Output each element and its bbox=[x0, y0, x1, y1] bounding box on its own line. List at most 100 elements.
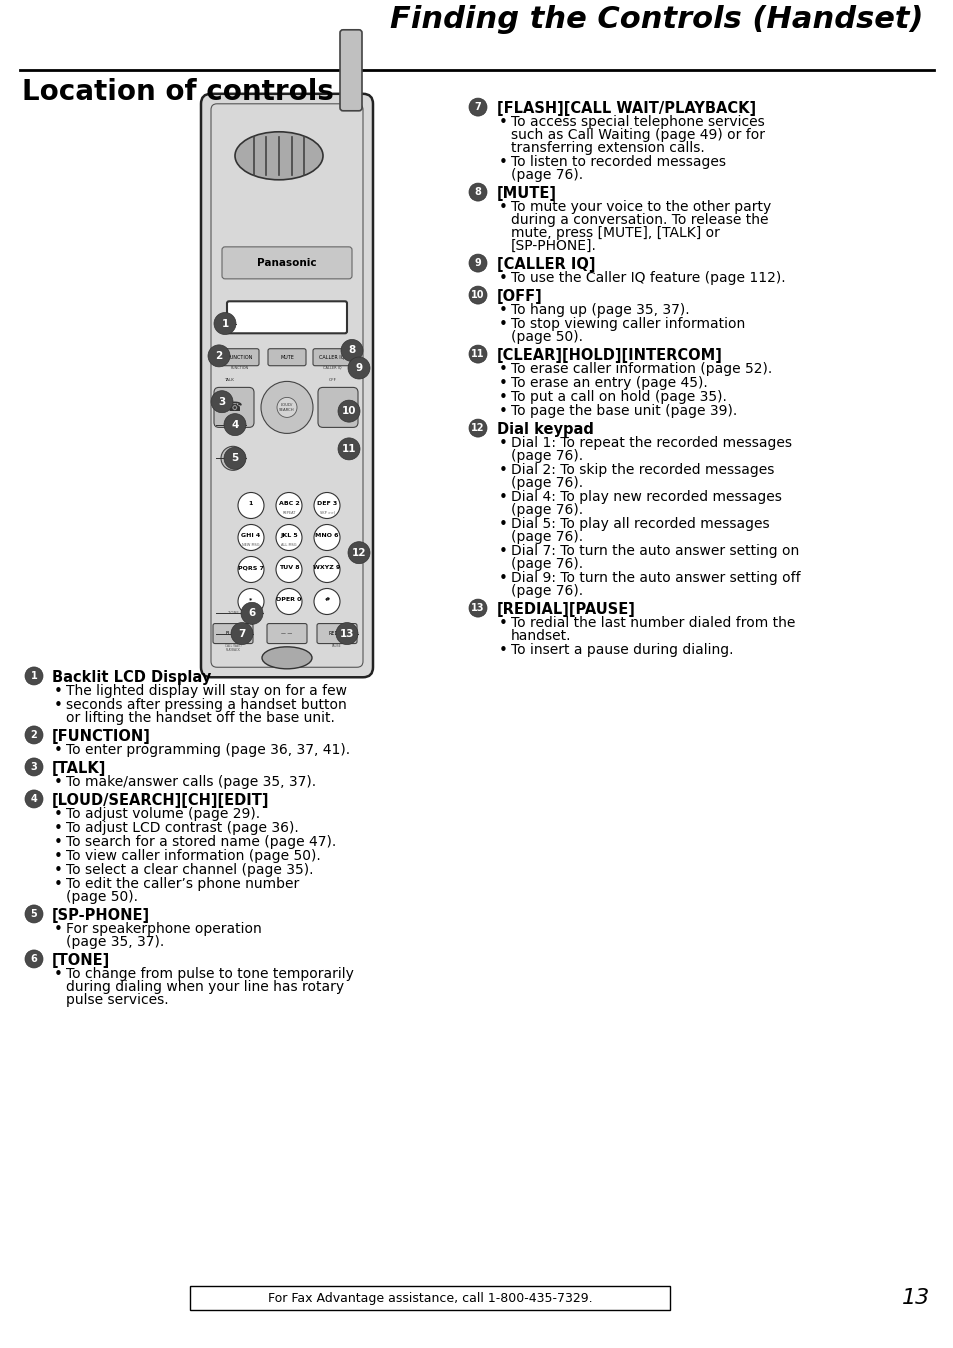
Text: (page 76).: (page 76). bbox=[511, 530, 582, 545]
Circle shape bbox=[275, 557, 302, 582]
Text: •: • bbox=[498, 464, 507, 479]
FancyBboxPatch shape bbox=[313, 349, 351, 365]
Text: To listen to recorded messages: To listen to recorded messages bbox=[511, 155, 725, 168]
Circle shape bbox=[237, 492, 264, 519]
Text: •: • bbox=[498, 437, 507, 452]
Text: To access special telephone services: To access special telephone services bbox=[511, 115, 764, 129]
Text: •: • bbox=[498, 363, 507, 377]
Text: •: • bbox=[498, 303, 507, 318]
Circle shape bbox=[340, 340, 363, 361]
Text: To use the Caller IQ feature (page 112).: To use the Caller IQ feature (page 112). bbox=[511, 271, 785, 284]
Text: Dial 1: To repeat the recorded messages: Dial 1: To repeat the recorded messages bbox=[511, 437, 791, 450]
Circle shape bbox=[237, 557, 264, 582]
Text: PQRS 7: PQRS 7 bbox=[238, 565, 264, 570]
Text: OPER 0: OPER 0 bbox=[276, 597, 301, 603]
Text: *: * bbox=[249, 597, 253, 603]
Text: (page 76).: (page 76). bbox=[511, 503, 582, 518]
Text: JKL 5: JKL 5 bbox=[280, 532, 297, 538]
Text: •: • bbox=[498, 390, 507, 406]
Text: 11: 11 bbox=[471, 349, 484, 359]
Text: To erase caller information (page 52).: To erase caller information (page 52). bbox=[511, 363, 771, 376]
Text: 9: 9 bbox=[475, 257, 481, 268]
Text: To page the base unit (page 39).: To page the base unit (page 39). bbox=[511, 404, 737, 418]
Text: (page 76).: (page 76). bbox=[511, 168, 582, 182]
Text: (page 76).: (page 76). bbox=[511, 557, 582, 572]
Text: To erase an entry (page 45).: To erase an entry (page 45). bbox=[511, 376, 707, 390]
Text: •: • bbox=[54, 834, 63, 851]
Text: Dial 2: To skip the recorded messages: Dial 2: To skip the recorded messages bbox=[511, 464, 774, 477]
Text: FUNCTION: FUNCTION bbox=[231, 365, 249, 369]
Text: To make/answer calls (page 35, 37).: To make/answer calls (page 35, 37). bbox=[66, 775, 315, 789]
Text: •: • bbox=[498, 317, 507, 332]
FancyBboxPatch shape bbox=[227, 302, 347, 333]
Text: (page 76).: (page 76). bbox=[511, 449, 582, 464]
Text: [CALLER IQ]: [CALLER IQ] bbox=[497, 257, 595, 272]
Ellipse shape bbox=[262, 647, 312, 669]
Circle shape bbox=[469, 599, 486, 617]
Text: Location of controls: Location of controls bbox=[22, 78, 334, 106]
Text: To adjust volume (page 29).: To adjust volume (page 29). bbox=[66, 807, 260, 821]
Circle shape bbox=[335, 623, 357, 644]
Text: transferring extension calls.: transferring extension calls. bbox=[511, 142, 704, 155]
Text: 3: 3 bbox=[30, 762, 37, 772]
Text: TUV 8: TUV 8 bbox=[278, 565, 299, 570]
Text: LOUD/
SEARCH: LOUD/ SEARCH bbox=[279, 403, 294, 411]
Text: The lighted display will stay on for a few: The lighted display will stay on for a f… bbox=[66, 683, 347, 698]
Text: Dial 7: To turn the auto answer setting on: Dial 7: To turn the auto answer setting … bbox=[511, 545, 799, 558]
Text: [SP-PHONE]: [SP-PHONE] bbox=[52, 909, 150, 923]
Text: •: • bbox=[54, 863, 63, 878]
Bar bbox=[190, 1286, 669, 1310]
Text: handset.: handset. bbox=[511, 630, 571, 643]
Text: SP: SP bbox=[231, 457, 235, 460]
Circle shape bbox=[469, 255, 486, 272]
Text: ALL MSG: ALL MSG bbox=[281, 542, 296, 546]
Text: •: • bbox=[54, 807, 63, 822]
Text: To put a call on hold (page 35).: To put a call on hold (page 35). bbox=[511, 390, 726, 404]
Circle shape bbox=[275, 589, 302, 615]
Text: [TONE]: [TONE] bbox=[52, 953, 111, 968]
Text: 9: 9 bbox=[355, 363, 362, 373]
Circle shape bbox=[237, 524, 264, 550]
Text: 2: 2 bbox=[30, 731, 37, 740]
Text: during a conversation. To release the: during a conversation. To release the bbox=[511, 213, 768, 226]
Text: 13: 13 bbox=[339, 628, 354, 639]
Text: 5: 5 bbox=[232, 453, 238, 464]
Text: [CLEAR][HOLD][INTERCOM]: [CLEAR][HOLD][INTERCOM] bbox=[497, 348, 722, 363]
Text: seconds after pressing a handset button: seconds after pressing a handset button bbox=[66, 698, 346, 712]
Text: 2: 2 bbox=[215, 350, 222, 361]
Text: GHI 4: GHI 4 bbox=[241, 532, 260, 538]
Text: ☎: ☎ bbox=[226, 400, 241, 414]
FancyBboxPatch shape bbox=[317, 387, 357, 427]
Text: To view caller information (page 50).: To view caller information (page 50). bbox=[66, 849, 320, 863]
Text: 6: 6 bbox=[30, 954, 37, 964]
Circle shape bbox=[25, 727, 43, 744]
Circle shape bbox=[314, 492, 339, 519]
Text: mute, press [MUTE], [TALK] or: mute, press [MUTE], [TALK] or bbox=[511, 226, 720, 240]
Text: For speakerphone operation: For speakerphone operation bbox=[66, 922, 261, 936]
Text: [FUNCTION]: [FUNCTION] bbox=[52, 729, 151, 744]
Text: 5: 5 bbox=[30, 909, 37, 919]
FancyBboxPatch shape bbox=[268, 349, 306, 365]
Circle shape bbox=[469, 419, 486, 437]
Text: 4: 4 bbox=[231, 419, 238, 430]
Circle shape bbox=[276, 398, 296, 418]
Text: FUNCTION: FUNCTION bbox=[227, 355, 253, 360]
Circle shape bbox=[348, 357, 370, 379]
Text: •: • bbox=[54, 849, 63, 864]
Text: 3: 3 bbox=[218, 396, 226, 407]
Text: [REDIAL][PAUSE]: [REDIAL][PAUSE] bbox=[497, 603, 636, 617]
Text: (page 50).: (page 50). bbox=[511, 330, 582, 344]
Text: •: • bbox=[498, 155, 507, 170]
Circle shape bbox=[469, 286, 486, 305]
Text: NEW MSG: NEW MSG bbox=[242, 542, 259, 546]
Text: ABC 2: ABC 2 bbox=[278, 501, 299, 506]
Text: CH: CH bbox=[226, 423, 232, 426]
Text: To select a clear channel (page 35).: To select a clear channel (page 35). bbox=[66, 863, 314, 878]
Text: [MUTE]: [MUTE] bbox=[497, 186, 557, 201]
Text: •: • bbox=[54, 878, 63, 892]
FancyBboxPatch shape bbox=[221, 349, 258, 365]
Text: WXYZ 9: WXYZ 9 bbox=[313, 565, 340, 570]
Text: Panasonic: Panasonic bbox=[257, 257, 316, 268]
Text: To insert a pause during dialing.: To insert a pause during dialing. bbox=[511, 643, 733, 656]
Text: TALK: TALK bbox=[224, 377, 233, 381]
